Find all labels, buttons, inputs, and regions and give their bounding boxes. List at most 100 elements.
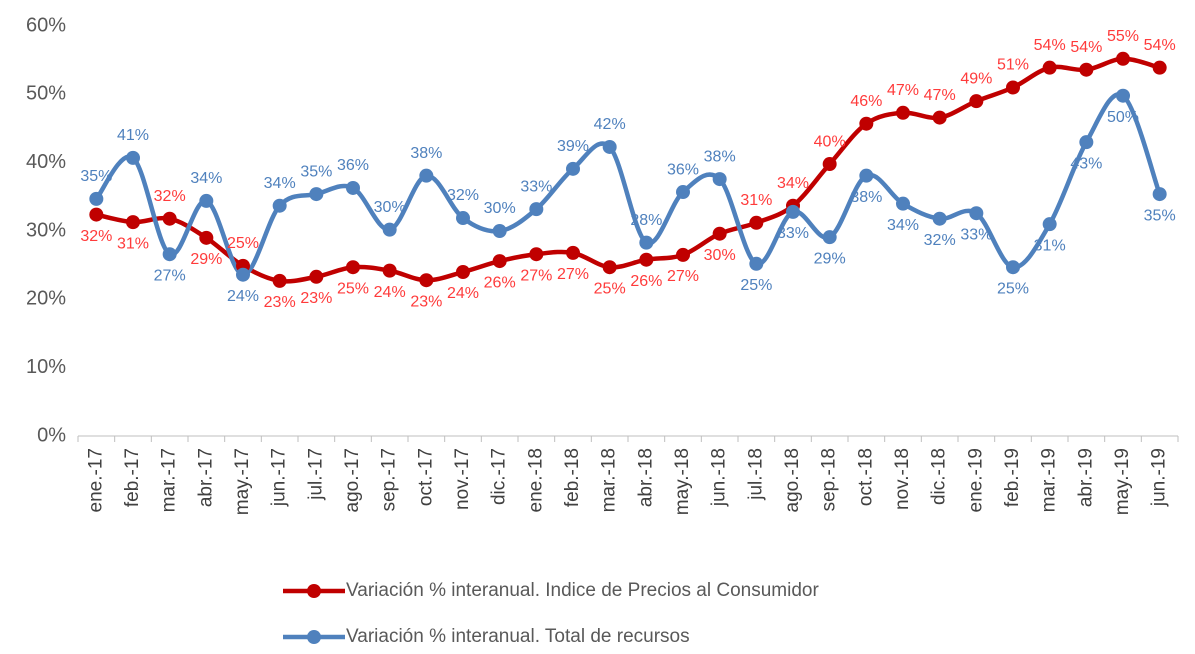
data-label: 24% [227, 288, 259, 305]
point [1006, 260, 1020, 275]
y-tick-label: 0% [37, 424, 66, 446]
data-label: 25% [337, 280, 369, 297]
x-tick-label: nov.-17 [452, 448, 473, 510]
x-tick-label: jun.-17 [269, 448, 290, 507]
point [676, 185, 690, 200]
point [309, 187, 324, 202]
data-label: 27% [667, 268, 699, 285]
point [456, 211, 470, 226]
data-label: 30% [484, 200, 516, 217]
x-tick-label: jul.-18 [745, 448, 766, 501]
point [822, 230, 837, 245]
x-tick-label: ene.-18 [525, 448, 546, 512]
data-label: 24% [374, 284, 406, 301]
x-tick-label: ene.-19 [965, 448, 986, 512]
point [639, 252, 654, 267]
point [1152, 187, 1167, 202]
x-tick-label: feb.-18 [562, 448, 583, 507]
data-label: 41% [117, 127, 149, 144]
x-tick-label: may.-17 [232, 448, 253, 515]
legend-label: Variación % interanual. Indice de Precio… [346, 580, 819, 601]
x-tick-label: abr.-17 [195, 448, 216, 507]
data-label: 36% [337, 157, 369, 174]
data-label: 50% [1107, 109, 1139, 126]
point [89, 191, 104, 206]
data-label: 23% [264, 294, 296, 311]
data-label: 55% [1107, 28, 1139, 45]
point [712, 172, 727, 187]
data-label: 24% [447, 285, 479, 302]
data-label: 27% [520, 267, 552, 284]
point [932, 110, 947, 125]
x-tick-label: mar.-18 [599, 448, 620, 512]
point [419, 168, 434, 183]
point [199, 193, 214, 208]
data-label: 34% [190, 170, 222, 187]
point [749, 256, 764, 271]
y-tick-label: 60% [26, 14, 66, 36]
data-label: 40% [814, 133, 846, 150]
point [126, 150, 140, 165]
data-label: 34% [264, 175, 296, 192]
point [529, 202, 544, 217]
point [1006, 80, 1020, 95]
point [382, 222, 397, 237]
x-tick-label: mar.-17 [159, 448, 180, 512]
data-label: 34% [887, 217, 919, 234]
data-label: 27% [154, 267, 186, 284]
point [199, 230, 214, 245]
data-label: 35% [80, 168, 112, 185]
data-label: 30% [704, 247, 736, 264]
point [566, 245, 580, 260]
legend-marker [307, 584, 321, 598]
x-tick-label: abr.-18 [635, 448, 656, 507]
data-label: 36% [667, 161, 699, 178]
point [859, 116, 874, 131]
x-tick-label: oct.-17 [415, 448, 436, 506]
data-label: 35% [1144, 207, 1176, 224]
data-label: 47% [924, 87, 956, 104]
data-label: 26% [630, 273, 662, 290]
data-label: 25% [594, 280, 626, 297]
data-label: 25% [740, 277, 772, 294]
x-tick-label: dic.-17 [489, 448, 510, 505]
point [272, 198, 287, 213]
data-label: 42% [594, 116, 626, 133]
x-tick-label: ago.-17 [342, 448, 363, 512]
point [162, 247, 177, 262]
point [236, 267, 250, 282]
data-label: 32% [924, 232, 956, 249]
point [602, 260, 617, 275]
point [126, 215, 140, 230]
data-label: 23% [300, 290, 332, 307]
data-label: 47% [887, 82, 919, 99]
point [492, 254, 507, 269]
data-label: 51% [997, 57, 1029, 74]
point [456, 265, 470, 279]
data-label: 29% [190, 251, 222, 268]
point [1042, 60, 1057, 75]
legend-label: Variación % interanual. Total de recurso… [346, 626, 690, 647]
point [896, 196, 910, 211]
data-label: 54% [1034, 37, 1066, 54]
point [969, 94, 984, 109]
data-label: 33% [777, 225, 809, 242]
x-tick-label: abr.-19 [1075, 448, 1096, 507]
data-label: 29% [814, 250, 846, 267]
data-label: 28% [630, 212, 662, 229]
y-tick-label: 40% [26, 151, 66, 173]
point [712, 226, 727, 241]
x-tick-label: may.-19 [1112, 448, 1133, 515]
point [1079, 62, 1094, 77]
data-label: 25% [997, 280, 1029, 297]
x-tick-label: jun.-18 [709, 448, 730, 507]
x-tick-label: sep.-17 [379, 448, 400, 511]
x-tick-label: feb.-19 [1002, 448, 1023, 507]
x-tick-label: may.-18 [672, 448, 693, 515]
point [89, 207, 104, 222]
data-label: 25% [227, 235, 259, 252]
point [309, 269, 324, 284]
point [896, 105, 910, 120]
data-label: 38% [410, 145, 442, 162]
